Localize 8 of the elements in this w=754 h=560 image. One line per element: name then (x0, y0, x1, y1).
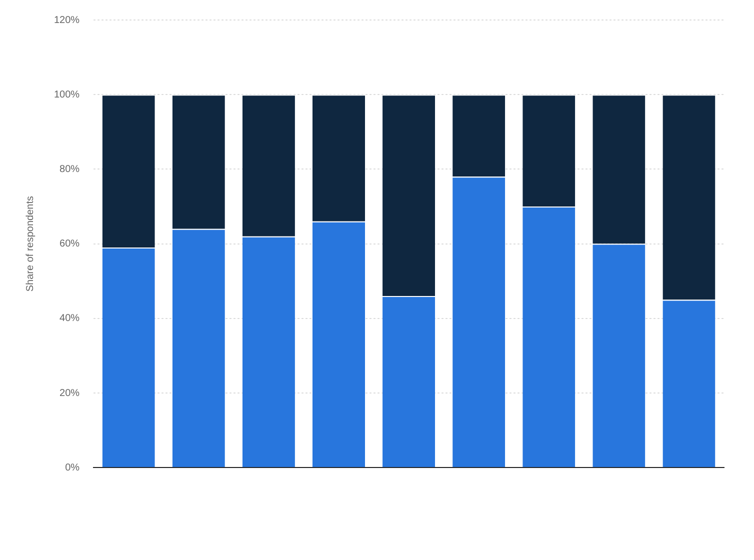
y-tick-label: 80% (60, 164, 80, 175)
y-tick-label: 20% (60, 388, 80, 399)
y-tick-label: 100% (54, 89, 80, 100)
y-tick-label: 0% (65, 462, 80, 474)
y-axis-title: Share of respondents (24, 196, 36, 292)
y-tick-label: 60% (60, 238, 80, 250)
y-tick-label: 120% (54, 14, 80, 26)
y-tick-label: 40% (60, 313, 80, 324)
